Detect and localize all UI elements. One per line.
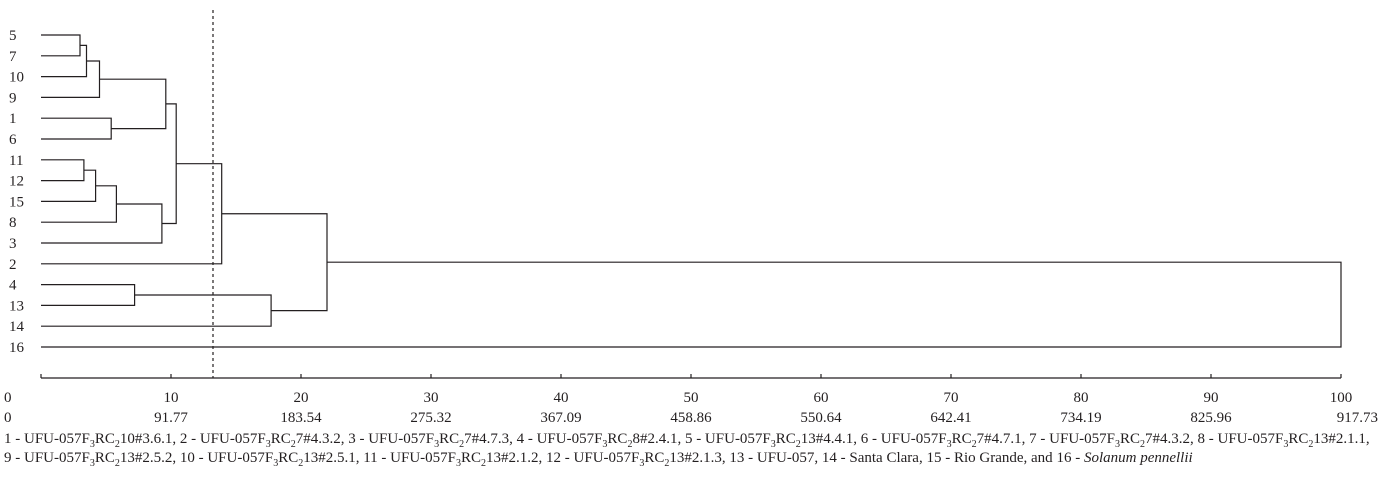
tick-label-distance: 734.19	[1060, 410, 1101, 426]
caption-item: 7 - UFU-057F3RC27#4.3.2	[1029, 431, 1191, 450]
caption-item: 8 - UFU-057F3RC213#2.1.1	[1197, 431, 1366, 450]
dendrogram-link	[41, 60, 101, 98]
tick-label-distance: 917.73	[1337, 410, 1378, 426]
leaf-label: 6	[9, 132, 17, 148]
caption-item: 14 - Santa Clara	[821, 450, 919, 466]
caption-item: 1 - UFU-057F3RC210#3.6.1	[4, 431, 173, 450]
figure-caption: 1 - UFU-057F3RC210#3.6.1, 2 - UFU-057F3R…	[4, 431, 1370, 469]
leaf-label: 16	[9, 340, 25, 356]
tick-label-distance: 825.96	[1190, 410, 1232, 426]
caption-item: 3 - UFU-057F3RC27#4.7.3	[348, 431, 510, 450]
leaf-label: 3	[9, 236, 17, 252]
caption-item: 9 - UFU-057F3RC213#2.5.2	[4, 450, 173, 469]
species-name: Solanum pennellii	[1083, 450, 1193, 466]
caption-item: 13 - UFU-057	[729, 450, 815, 466]
dendrogram-link	[99, 78, 167, 130]
leaf-label: 8	[9, 215, 17, 231]
tick-label-percent: 70	[944, 390, 959, 406]
leaf-label: 2	[9, 257, 17, 273]
dendrogram-link	[221, 213, 328, 312]
caption-item: 11 - UFU-057F3RC213#2.1.2	[363, 450, 539, 469]
dendrogram-link	[41, 261, 1342, 348]
dendrogram-link	[161, 103, 177, 225]
dendrogram-link	[41, 163, 223, 265]
dendrogram-link	[41, 117, 112, 140]
tick-label-distance: 642.41	[930, 410, 971, 426]
leaf-label: 7	[9, 49, 17, 65]
dendrogram-link	[41, 185, 117, 223]
tick-label-percent: 30	[424, 390, 439, 406]
dendrogram-link	[41, 203, 163, 244]
caption-item: 15 - Rio Grande	[926, 450, 1024, 466]
tick-label-distance: 183.54	[280, 410, 322, 426]
caption-item: 2 - UFU-057F3RC27#4.3.2	[179, 431, 341, 450]
dendrogram-link	[41, 284, 136, 306]
leaf-label: 11	[9, 153, 23, 169]
dendrogram-tree	[41, 34, 1342, 348]
dendrogram-link	[41, 159, 85, 182]
tick-label-percent: 20	[294, 390, 309, 406]
leaf-label: 1	[9, 111, 17, 127]
leaf-label: 4	[9, 278, 17, 294]
tick-label-percent: 50	[684, 390, 699, 406]
dendrogram-link	[41, 34, 81, 57]
caption-item: 6 - UFU-057F3RC27#4.7.1	[860, 431, 1022, 450]
tick-label-percent: 80	[1074, 390, 1089, 406]
leaf-label: 13	[9, 298, 24, 314]
caption-item: 16 - Solanum pennellii	[1056, 450, 1193, 466]
tick-label-percent: 100	[1330, 390, 1353, 406]
tick-label-distance: 0	[4, 410, 12, 426]
leaf-label: 5	[9, 28, 17, 44]
tick-label-distance: 91.77	[154, 410, 188, 426]
caption-item: 4 - UFU-057F3RC28#2.4.1	[516, 431, 678, 450]
tick-label-distance: 367.09	[540, 410, 581, 426]
caption-item: 10 - UFU-057F3RC213#2.5.1	[179, 450, 356, 469]
leaf-label: 14	[9, 319, 25, 335]
caption-item: 12 - UFU-057F3RC213#2.1.3	[546, 450, 722, 469]
leaf-label: 12	[9, 174, 24, 190]
dendrogram-link	[41, 294, 272, 327]
x-axis: 0 0 10 91.77 20 183.54 30 275.32 40 367.09 50 458.8…	[4, 374, 1378, 426]
tick-label-distance: 550.64	[800, 410, 842, 426]
leaf-label: 9	[9, 90, 17, 106]
tick-label-percent: 10	[164, 390, 179, 406]
tick-label-percent: 90	[1204, 390, 1219, 406]
leaf-label: 10	[9, 70, 24, 86]
tick-label-distance: 458.86	[670, 410, 712, 426]
caption-item: 5 - UFU-057F3RC213#4.4.1	[684, 431, 854, 450]
tick-label-percent: 60	[814, 390, 829, 406]
tick-label-percent: 0	[4, 390, 12, 406]
tick-label-distance: 275.32	[410, 410, 451, 426]
dendrogram-link	[41, 169, 97, 202]
leaf-label: 15	[9, 194, 24, 210]
tick-label-percent: 40	[554, 390, 569, 406]
